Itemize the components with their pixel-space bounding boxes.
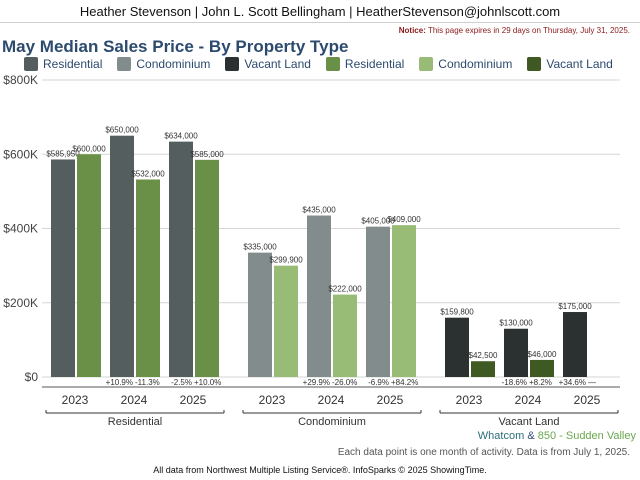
legend-item-whatcom-residential[interactable]: Residential (24, 57, 102, 71)
bar-chart: $0 $200K $400K $600K $800K $585,950$600,000 20… (3, 74, 620, 426)
change-label: +29.9% (303, 378, 330, 387)
bar-value-label: $335,000 (243, 243, 277, 252)
group-label: Condominium (298, 416, 366, 426)
bar-whatcom (504, 328, 528, 377)
x-tick-label: 2024 (121, 393, 148, 407)
bar-whatcom (110, 135, 134, 377)
change-label: +8.2% (529, 378, 552, 387)
bar-value-label: $634,000 (164, 132, 198, 141)
data-note: Each data point is one month of activity… (337, 447, 630, 458)
bar-whatcom (445, 317, 469, 377)
legend-item-sudden-valley-condominium[interactable]: Condominium (419, 57, 512, 71)
bar-value-label: $650,000 (105, 126, 139, 135)
chart-legend: Residential Condominium Vacant Land Resi… (24, 57, 628, 71)
legend-label: Vacant Land (546, 57, 613, 71)
legend-label: Residential (344, 57, 405, 71)
bar-whatcom (563, 312, 587, 377)
bar-sudden-valley (530, 359, 554, 377)
legend-swatch (325, 57, 340, 71)
group-label: Residential (108, 416, 162, 426)
bar-sudden-valley (195, 159, 219, 377)
bar-sudden-valley (392, 225, 416, 377)
region-whatcom: Whatcom (477, 430, 525, 442)
y-tick-label: $800K (3, 74, 38, 87)
bar-value-label: $409,000 (387, 215, 421, 224)
bar-value-label: $585,950 (46, 149, 80, 158)
bar-value-label: $42,500 (469, 351, 498, 360)
x-tick-label: 2023 (456, 393, 483, 407)
legend-item-sudden-valley-residential[interactable]: Residential (325, 57, 405, 71)
change-label: -18.6% (502, 378, 527, 387)
legend-item-sudden-valley-vacant-land[interactable]: Vacant Land (527, 57, 613, 71)
chart-title: May Median Sales Price - By Property Typ… (2, 37, 349, 56)
x-tick-label: 2023 (259, 393, 286, 407)
bar-sudden-valley (471, 361, 495, 377)
legend-swatch (117, 57, 132, 71)
x-tick-label: 2024 (515, 393, 542, 407)
bar-sudden-valley (333, 294, 357, 377)
bar-whatcom (248, 252, 272, 377)
legend-item-whatcom-condominium[interactable]: Condominium (117, 57, 210, 71)
bar-value-label: $130,000 (499, 319, 533, 328)
notice-label: Notice: (398, 26, 426, 35)
group-label: Vacant Land (499, 416, 560, 426)
expiration-notice: Notice: This page expires in 29 days on … (399, 26, 630, 35)
x-tick-label: 2025 (574, 393, 601, 407)
bar-value-label: $405,000 (361, 217, 395, 226)
region-caption: Whatcom & 850 - Sudden Valley (478, 430, 636, 442)
legend-label: Condominium (438, 57, 513, 71)
change-label: — (588, 378, 596, 387)
x-tick-label: 2023 (62, 393, 89, 407)
bar-value-label: $299,900 (269, 256, 303, 265)
legend-label: Vacant Land (244, 57, 311, 71)
bar-value-label: $532,000 (131, 169, 165, 178)
x-tick-label: 2025 (180, 393, 207, 407)
change-label: +34.6% (559, 378, 586, 387)
bar-whatcom (307, 215, 331, 377)
change-label: +10.0% (194, 378, 221, 387)
legend-label: Residential (43, 57, 103, 71)
y-tick-label: $200K (3, 296, 38, 310)
legend-swatch (24, 57, 38, 71)
notice-text: This page expires in 29 days on Thursday… (427, 26, 630, 35)
region-sudden-valley: 850 - Sudden Valley (537, 430, 636, 442)
bar-sudden-valley (136, 179, 160, 377)
legend-swatch (419, 57, 434, 71)
bar-value-label: $159,800 (440, 308, 474, 317)
bar-value-label: $222,000 (328, 285, 362, 294)
y-tick-label: $400K (3, 222, 38, 236)
y-tick-label: $600K (3, 147, 38, 161)
data-source: All data from Northwest Multiple Listing… (153, 465, 487, 475)
change-label: -2.5% (171, 378, 192, 387)
bar-sudden-valley (77, 154, 101, 377)
bar-sudden-valley (274, 265, 298, 377)
bar-value-label: $435,000 (302, 206, 336, 215)
bar-whatcom (51, 159, 75, 377)
change-label: -26.0% (332, 378, 357, 387)
bar-whatcom (169, 141, 193, 377)
change-label: -6.9% (368, 378, 389, 387)
legend-swatch (527, 57, 542, 71)
change-label: -11.3% (135, 378, 160, 387)
agent-header: Heather Stevenson | John L. Scott Bellin… (0, 0, 640, 23)
bar-value-label: $585,000 (190, 150, 224, 159)
bar-value-label: $600,000 (72, 144, 106, 153)
bar-value-label: $46,000 (528, 350, 557, 359)
legend-item-whatcom-vacant-land[interactable]: Vacant Land (225, 57, 311, 71)
bar-value-label: $175,000 (558, 302, 592, 311)
change-label: +10.9% (106, 378, 133, 387)
region-ampersand: & (527, 430, 535, 442)
x-tick-label: 2025 (377, 393, 404, 407)
y-tick-label: $0 (25, 370, 39, 384)
change-label: +84.2% (391, 378, 418, 387)
legend-label: Condominium (136, 57, 211, 71)
legend-swatch (225, 57, 240, 71)
bar-whatcom (366, 226, 390, 377)
x-tick-label: 2024 (318, 393, 345, 407)
agent-contact-line: Heather Stevenson | John L. Scott Bellin… (79, 3, 561, 19)
